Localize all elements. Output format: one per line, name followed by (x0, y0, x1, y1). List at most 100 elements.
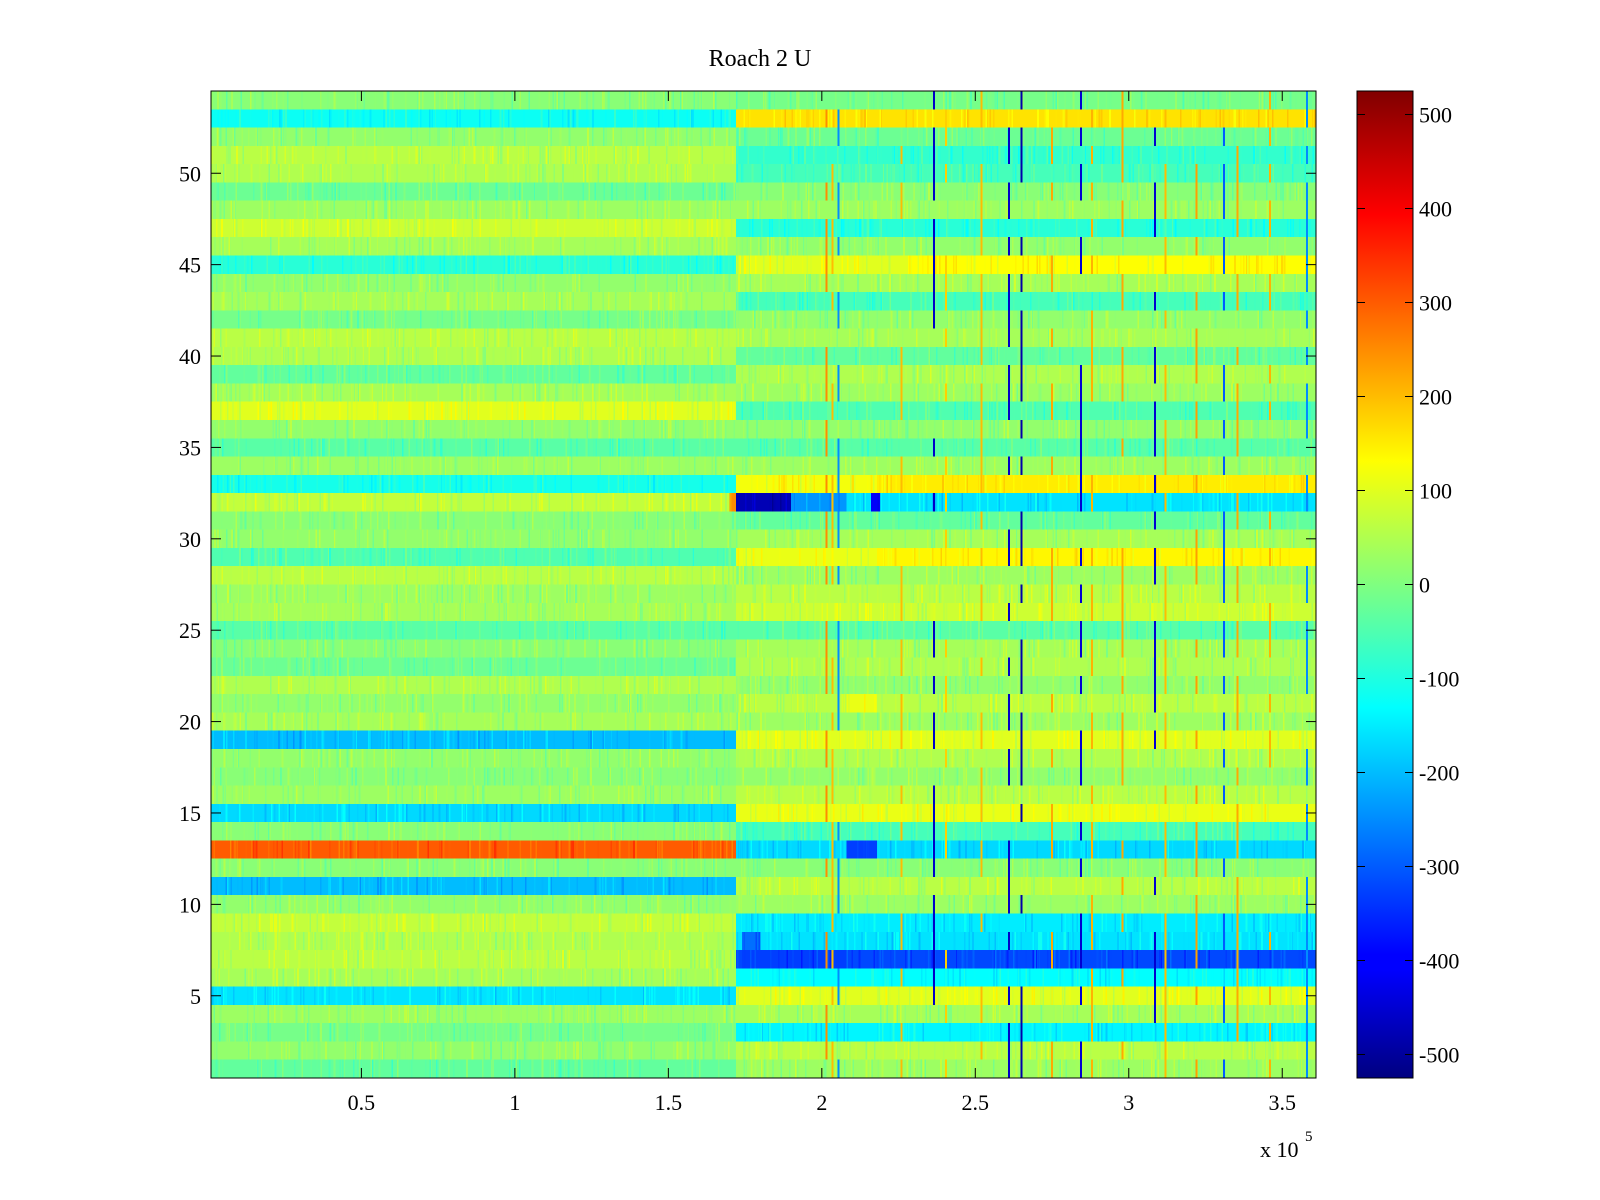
heatmap-cell (694, 822, 696, 841)
heatmap-cell (976, 785, 978, 804)
heatmap-cell (455, 712, 458, 731)
heatmap-cell (625, 895, 628, 914)
heatmap-cell (398, 840, 400, 859)
heatmap-cell (689, 675, 691, 695)
heatmap-cell (590, 767, 592, 786)
heatmap-cell (988, 968, 990, 987)
heatmap-cell (576, 876, 578, 896)
heatmap-cell (233, 730, 235, 749)
heatmap-cell (558, 694, 561, 713)
heatmap-cell (568, 913, 571, 932)
heatmap-cell (520, 675, 523, 695)
heatmap-cell (840, 913, 843, 932)
heatmap-cell (849, 822, 852, 841)
heatmap-cell (1229, 730, 1232, 749)
heatmap-cell (400, 876, 403, 896)
heatmap-cell (622, 858, 625, 877)
heatmap-cell (361, 767, 364, 786)
heatmap-cell (572, 840, 575, 859)
heatmap-cell (1187, 968, 1190, 987)
heatmap-cell (746, 822, 748, 841)
heatmap-cell (685, 968, 688, 987)
heatmap-cell (783, 675, 785, 695)
heatmap-cell (332, 895, 335, 914)
heatmap-cell (541, 1059, 544, 1078)
heatmap-cell (1029, 858, 1032, 877)
heatmap-cell (435, 712, 438, 731)
heatmap-cell (500, 694, 503, 713)
heatmap-cell (922, 895, 924, 914)
heatmap-cell (927, 913, 929, 932)
heatmap-cell (1239, 712, 1242, 731)
heatmap-cell (1303, 968, 1306, 987)
heatmap-cell (237, 712, 240, 731)
heatmap-cell (438, 950, 441, 969)
heatmap-cell (1304, 803, 1307, 823)
heatmap-cell (288, 1041, 291, 1060)
heatmap-cell (967, 895, 969, 914)
heatmap-cell (1055, 749, 1058, 768)
heatmap-cell (543, 730, 546, 749)
heatmap-cell (377, 822, 379, 841)
heatmap-cell (912, 749, 915, 768)
heatmap-cell (652, 785, 655, 804)
heatmap-cell (1039, 1059, 1042, 1078)
heatmap-cell (779, 913, 782, 932)
heatmap-cell (904, 931, 906, 951)
heatmap-cell (267, 986, 269, 1005)
heatmap-cell (1185, 950, 1187, 969)
heatmap-cell (818, 767, 821, 786)
heatmap-cell (723, 730, 726, 749)
heatmap-cell (722, 767, 725, 786)
heatmap-cell (943, 840, 946, 859)
heatmap-cell (780, 1059, 783, 1078)
heatmap-cell (1155, 1004, 1158, 1024)
heatmap-cell (431, 931, 433, 951)
heatmap-cell (1157, 1004, 1160, 1024)
heatmap-cell (794, 822, 796, 841)
heatmap-cell (282, 968, 284, 987)
heatmap-cell (1192, 968, 1195, 987)
heatmap-cell (816, 1004, 818, 1024)
heatmap-cell (239, 785, 242, 804)
heatmap-cell (676, 822, 679, 841)
heatmap-cell (1252, 822, 1255, 841)
heatmap-cell (1276, 1041, 1279, 1060)
heatmap-cell (784, 1041, 787, 1060)
heatmap-cell (1177, 840, 1180, 859)
heatmap-cell (520, 950, 523, 969)
heatmap-cell (719, 785, 722, 804)
heatmap-cell (748, 694, 751, 713)
heatmap-cell (492, 1059, 495, 1078)
heatmap-cell (760, 712, 762, 731)
heatmap-cell (563, 950, 566, 969)
heatmap-cell (1248, 1041, 1251, 1060)
heatmap-cell (310, 712, 313, 731)
heatmap-cell (514, 730, 516, 749)
heatmap-cell (804, 767, 806, 786)
heatmap-cell (1036, 840, 1038, 859)
heatmap-cell (737, 986, 740, 1005)
heatmap-cell (682, 694, 684, 713)
heatmap-cell (1050, 712, 1052, 731)
heatmap-cell (1073, 822, 1075, 841)
heatmap-cell (1105, 1059, 1108, 1078)
heatmap-cell (306, 657, 308, 676)
heatmap-cell (1151, 931, 1153, 951)
heatmap-cell (433, 657, 435, 676)
heatmap-cell (992, 1023, 995, 1042)
heatmap-cell (1108, 858, 1110, 877)
heatmap-cell (876, 950, 879, 969)
heatmap-cell (927, 840, 930, 859)
heatmap-cell (775, 730, 777, 749)
heatmap-cell (614, 986, 617, 1005)
heatmap-cell (533, 895, 535, 914)
heatmap-cell (917, 895, 920, 914)
heatmap-cell (1235, 822, 1237, 841)
heatmap-cell (1070, 931, 1073, 951)
heatmap-cell (417, 1023, 419, 1042)
heatmap-cell (535, 657, 538, 676)
heatmap-cell (1157, 1059, 1160, 1078)
heatmap-cell (445, 1004, 448, 1024)
heatmap-cell (398, 1004, 400, 1024)
